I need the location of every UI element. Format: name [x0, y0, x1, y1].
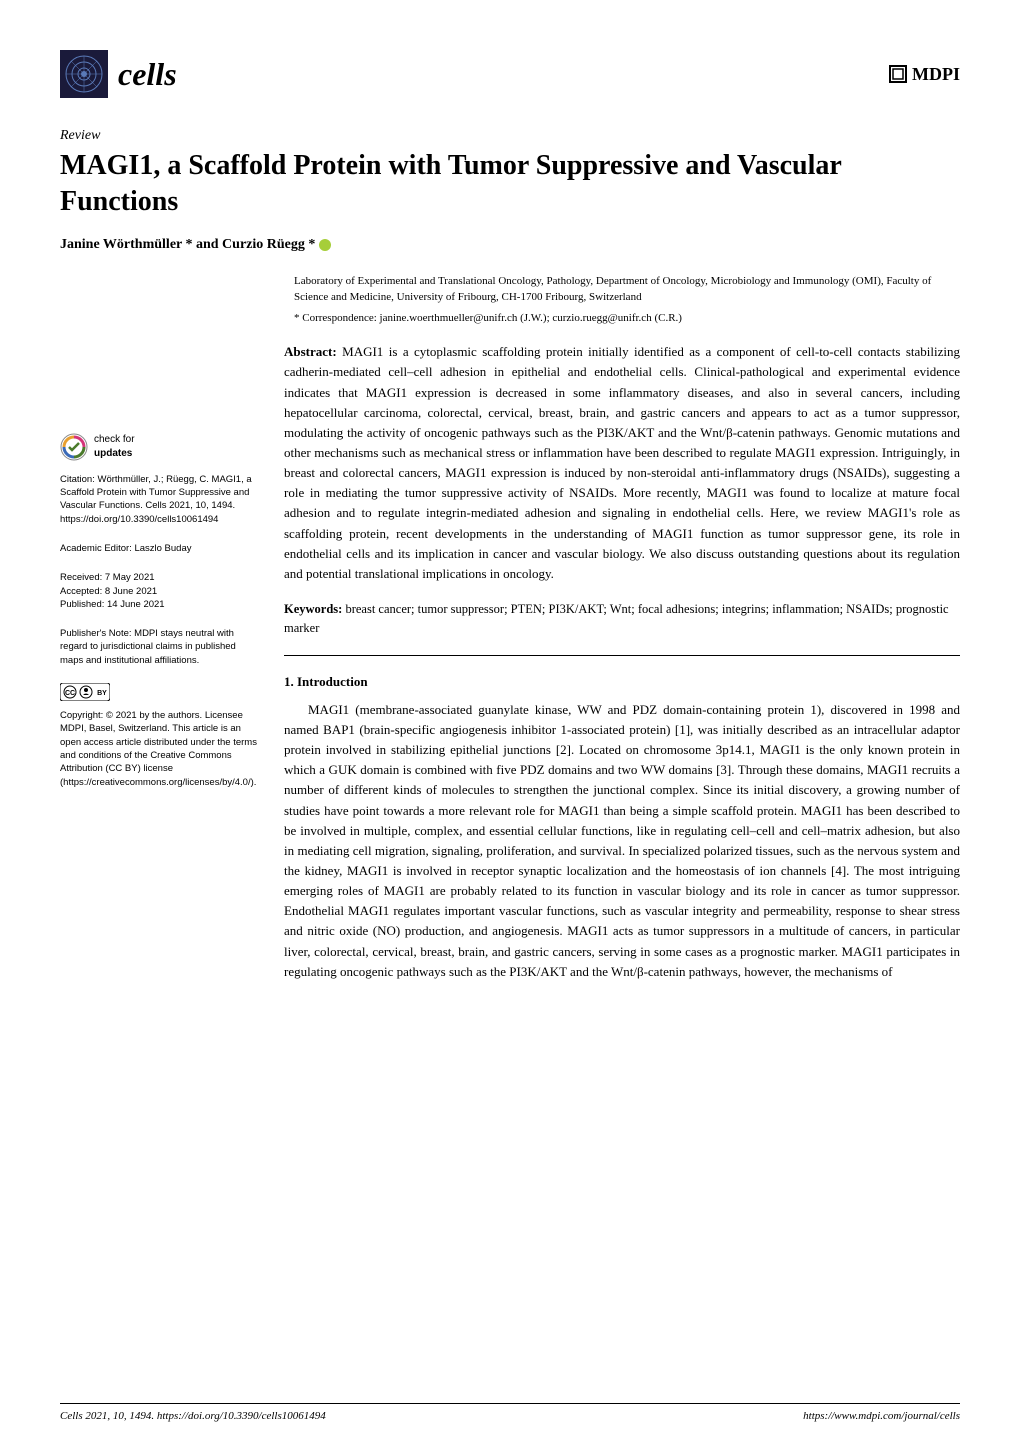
- abstract-block: Abstract: MAGI1 is a cytoplasmic scaffol…: [284, 342, 960, 584]
- keywords-label: Keywords:: [284, 602, 342, 616]
- page-header: cells MDPI: [60, 50, 960, 98]
- accepted-date: Accepted: 8 June 2021: [60, 585, 260, 598]
- check-updates-block[interactable]: check for updates: [60, 433, 260, 461]
- authors-text: Janine Wörthmüller * and Curzio Rüegg *: [60, 237, 315, 252]
- section-1-title: 1. Introduction: [284, 672, 960, 692]
- published-date: Published: 14 June 2021: [60, 598, 260, 611]
- cc-license-logo: CC BY: [60, 683, 260, 701]
- correspondence: * Correspondence: janine.woerthmueller@u…: [284, 310, 960, 327]
- svg-text:BY: BY: [97, 690, 107, 697]
- article-type: Review: [60, 128, 960, 144]
- received-date: Received: 7 May 2021: [60, 571, 260, 584]
- page-footer: Cells 2021, 10, 1494. https://doi.org/10…: [60, 1403, 960, 1422]
- citation-block: Citation: Wörthmüller, J.; Rüegg, C. MAG…: [60, 473, 260, 526]
- publisher-name: MDPI: [912, 64, 960, 85]
- svg-text:CC: CC: [65, 690, 75, 697]
- article-title: MAGI1, a Scaffold Protein with Tumor Sup…: [60, 148, 960, 221]
- copyright-block: Copyright: © 2021 by the authors. Licens…: [60, 709, 260, 789]
- publishers-note: Publisher's Note: MDPI stays neutral wit…: [60, 627, 260, 667]
- updates-label: updates: [94, 448, 132, 459]
- orcid-icon: [319, 239, 331, 251]
- footer-right: https://www.mdpi.com/journal/cells: [803, 1410, 960, 1422]
- section-1-body: MAGI1 (membrane-associated guanylate kin…: [284, 700, 960, 982]
- cells-icon: [60, 50, 108, 98]
- section-divider: [284, 655, 960, 656]
- check-updates-label: check for: [94, 434, 135, 445]
- main-content: Laboratory of Experimental and Translati…: [284, 273, 960, 982]
- cc-icon: CC BY: [60, 683, 110, 701]
- affiliation: Laboratory of Experimental and Translati…: [284, 273, 960, 306]
- content-wrapper: check for updates Citation: Wörthmüller,…: [60, 273, 960, 982]
- publisher-logo: MDPI: [888, 64, 960, 85]
- editor-block: Academic Editor: Laszlo Buday: [60, 542, 260, 555]
- sidebar: check for updates Citation: Wörthmüller,…: [60, 273, 260, 982]
- footer-left: Cells 2021, 10, 1494. https://doi.org/10…: [60, 1410, 326, 1422]
- article-authors: Janine Wörthmüller * and Curzio Rüegg *: [60, 237, 960, 253]
- mdpi-icon: [888, 64, 908, 84]
- keywords-block: Keywords: breast cancer; tumor suppresso…: [284, 600, 960, 639]
- abstract-label: Abstract:: [284, 344, 337, 359]
- journal-logo: cells: [60, 50, 177, 98]
- dates-block: Received: 7 May 2021 Accepted: 8 June 20…: [60, 571, 260, 611]
- check-updates-text: check for updates: [94, 433, 135, 461]
- check-updates-icon: [60, 433, 88, 461]
- keywords-text: breast cancer; tumor suppressor; PTEN; P…: [284, 602, 949, 635]
- abstract-text: MAGI1 is a cytoplasmic scaffolding prote…: [284, 344, 960, 581]
- page-container: cells MDPI Review MAGI1, a Scaffold Prot…: [0, 0, 1020, 1442]
- journal-name: cells: [118, 56, 177, 93]
